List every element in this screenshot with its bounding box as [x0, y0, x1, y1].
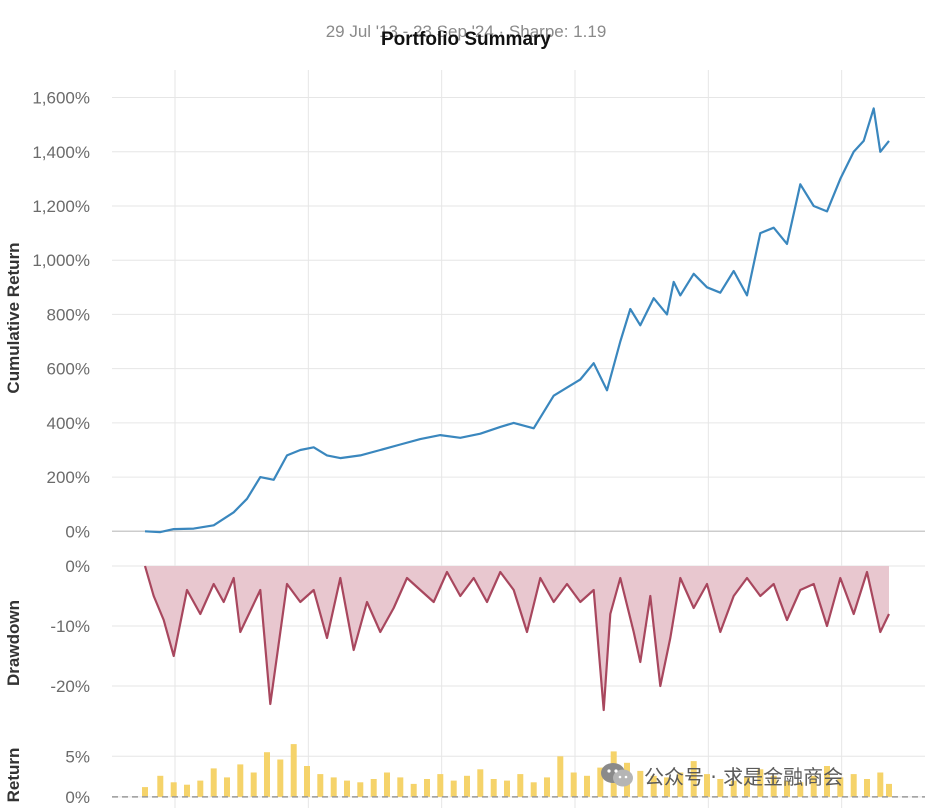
- return-bar: [637, 770, 644, 797]
- return-bar: [410, 783, 417, 797]
- return-bar: [437, 774, 444, 797]
- return-bar: [330, 777, 337, 797]
- return-bar: [797, 782, 804, 797]
- y-tick-label: 1,600%: [32, 89, 90, 108]
- return-bar: [197, 780, 204, 797]
- return-bar: [517, 774, 524, 797]
- return-bar: [784, 780, 790, 797]
- return-bar: [557, 756, 564, 797]
- return-bar: [704, 774, 710, 797]
- return-bar: [584, 775, 590, 797]
- return-bar: [304, 766, 310, 797]
- return-bar: [170, 782, 177, 797]
- watermark: 公众号 · 求是金融商会: [600, 760, 843, 790]
- return-bar: [824, 766, 830, 797]
- return-bar: [717, 779, 724, 797]
- return-bar: [544, 777, 550, 797]
- vertical-grid: [174, 70, 843, 808]
- return-bar: [677, 772, 684, 797]
- y-tick-label: 0%: [65, 557, 90, 576]
- y-tick-label: 0%: [65, 788, 90, 807]
- return-bar: [290, 744, 297, 797]
- return-bar: [810, 775, 817, 797]
- y-tick-label: 1,200%: [32, 197, 90, 216]
- y-tick-label: 1,000%: [32, 251, 90, 270]
- return-bar: [490, 779, 497, 797]
- return-bar: [850, 774, 857, 797]
- drawdown-area: [145, 566, 889, 710]
- watermark-text: 公众号 · 求是金融商会: [644, 764, 844, 789]
- return-bar: [864, 779, 870, 797]
- return-bar: [424, 779, 430, 797]
- return-bar: [370, 779, 377, 797]
- return-bar: [210, 768, 217, 797]
- return-bar: [277, 759, 284, 797]
- return-bar: [504, 780, 510, 797]
- return-bar: [184, 784, 190, 797]
- cumulative-grid: [112, 97, 925, 533]
- y-tick-label: 1,400%: [32, 143, 90, 162]
- return-bar: [250, 772, 257, 797]
- return-bar: [264, 752, 270, 797]
- drawdown-y-ticks: 0% -10% -20%: [50, 557, 90, 696]
- y-tick-label: 5%: [65, 747, 90, 766]
- return-bar: [837, 777, 844, 797]
- cumulative-return-panel: 0% 200% 400% 600% 800% 1,000% 1,200% 1,400% 1,60…: [4, 89, 925, 542]
- y-tick-label: 600%: [47, 360, 90, 379]
- return-bar: [770, 775, 777, 797]
- y-tick-label: -20%: [50, 677, 90, 696]
- chart-title: Portfolio Summary: [381, 29, 551, 50]
- return-bar: [237, 764, 244, 797]
- cumulative-y-ticks: 0% 200% 400% 600% 800% 1,000% 1,200% 1,400% 1,60…: [32, 89, 90, 542]
- cumulative-axis-title: Cumulative Return: [4, 242, 23, 393]
- return-bar: [730, 780, 737, 797]
- return-bar: [530, 782, 537, 797]
- returns-axis-title: Return: [4, 748, 23, 803]
- return-bar: [317, 774, 324, 797]
- chart-subtitle: 29 Jul '13 - 23 Sep '24 · Sharpe: 1.19: [325, 22, 607, 41]
- return-bar: [570, 772, 577, 797]
- return-bar: [384, 772, 390, 797]
- return-bar: [157, 775, 164, 797]
- return-bar: [744, 777, 750, 797]
- wechat-icon: [600, 762, 634, 788]
- return-bar: [397, 777, 404, 797]
- return-bar: [477, 769, 484, 797]
- y-tick-label: -10%: [50, 617, 90, 636]
- return-bar: [877, 772, 884, 797]
- drawdown-axis-title: Drawdown: [4, 600, 23, 686]
- return-bar: [886, 783, 892, 797]
- return-bar: [690, 761, 697, 797]
- drawdown-panel: 0% -10% -20% Drawdown: [4, 557, 925, 712]
- returns-y-ticks: 5% 0%: [65, 747, 90, 807]
- return-bar: [142, 787, 148, 797]
- return-bar: [664, 777, 670, 797]
- return-bar: [650, 775, 657, 797]
- return-bar: [357, 782, 364, 797]
- cumulative-return-line: [144, 107, 890, 534]
- return-bar: [464, 775, 470, 797]
- return-bar: [597, 767, 604, 797]
- drawdown-line: [143, 565, 890, 712]
- y-tick-label: 200%: [47, 468, 90, 487]
- return-bar: [757, 769, 764, 797]
- y-tick-label: 800%: [47, 305, 90, 324]
- y-tick-label: 0%: [65, 522, 90, 541]
- return-bar: [450, 780, 457, 797]
- return-bar: [224, 777, 230, 797]
- y-tick-label: 400%: [47, 414, 90, 433]
- return-bar: [344, 780, 350, 797]
